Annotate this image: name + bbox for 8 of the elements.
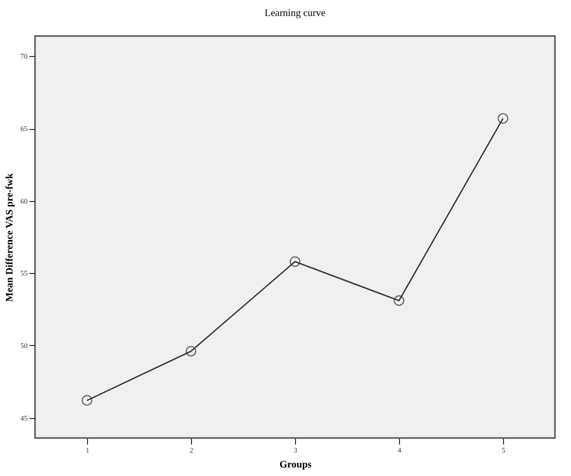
x-axis-title: Groups [279,460,312,470]
point [82,395,92,406]
point [394,295,404,306]
point [186,346,196,357]
chart-title: Learning curve [264,8,326,19]
point [290,256,300,267]
y-axis-title: Mean Difference VAS pre-fwk [4,172,16,302]
point [498,113,508,124]
